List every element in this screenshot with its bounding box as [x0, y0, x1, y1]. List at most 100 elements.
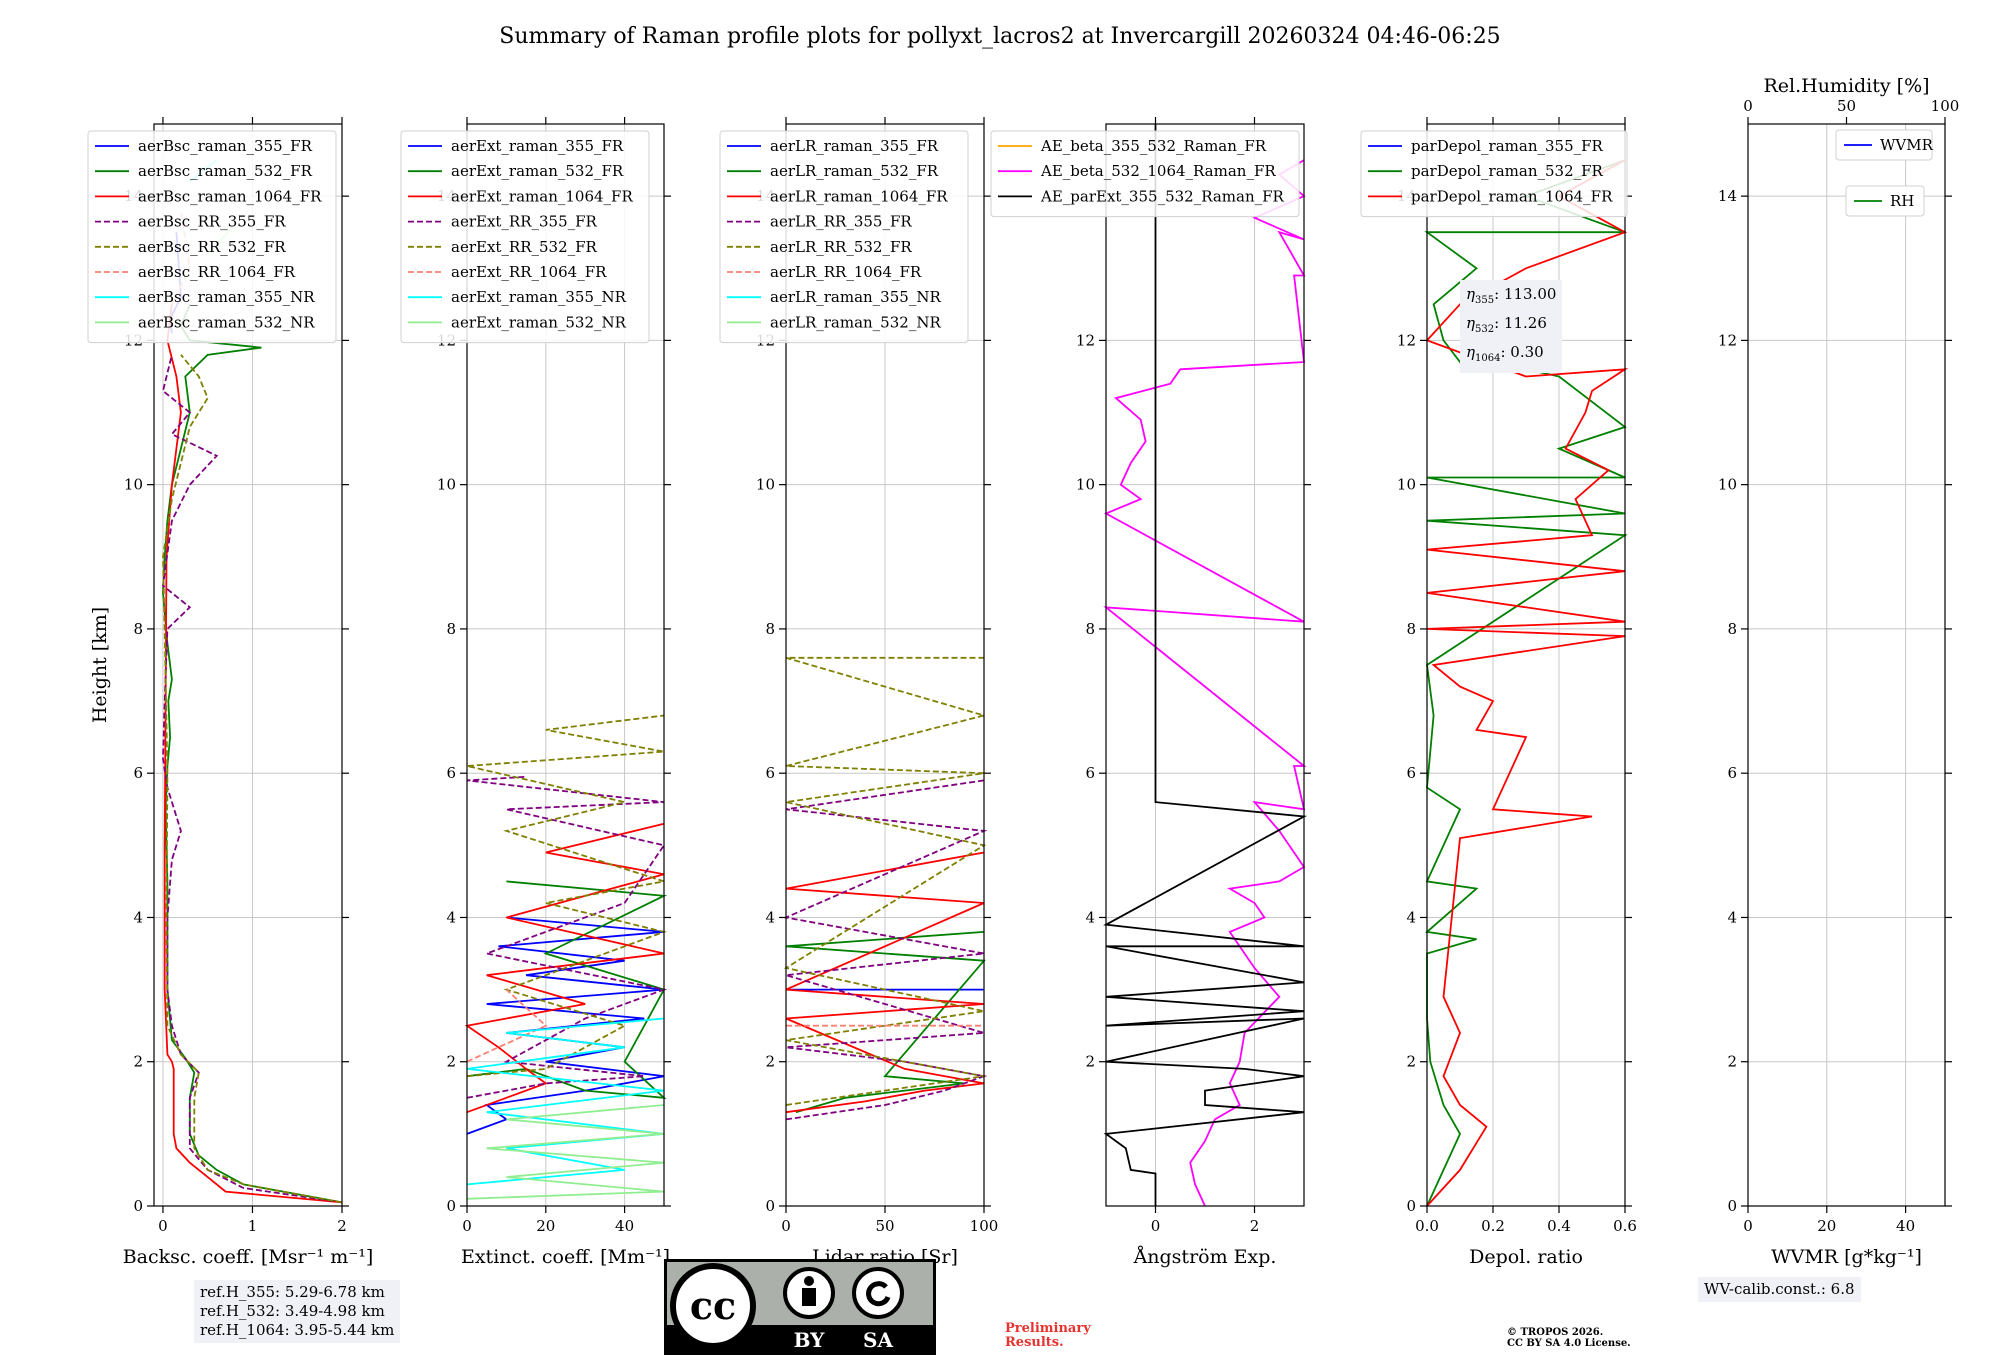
copyright-line-1: © TROPOS 2026.: [1507, 1327, 1604, 1338]
eta-355-value: : 113.00: [1494, 285, 1557, 303]
y-tick-label: 6: [1085, 764, 1095, 782]
x2-tick-label: 0: [1743, 97, 1753, 115]
series-line-AE_parExt_355_532_Raman_FR: [1103, 124, 1307, 1206]
eta-box: η355: 113.00 η532: 11.26 η1064: 0.30: [1460, 280, 1563, 373]
axes-frame: [153, 123, 343, 1207]
y-axis-label: Height [km]: [89, 607, 111, 723]
x-tick-label: 0.0: [1415, 1217, 1439, 1235]
eta-355-sub: 355: [1475, 295, 1495, 306]
legend-label: parDepol_raman_532_FR: [1411, 162, 1604, 180]
x-tick-label: 0: [1151, 1217, 1161, 1235]
y-tick-label: 0: [446, 1197, 456, 1215]
axes-frame: [1105, 123, 1305, 1207]
panel-lidarratio: 05010002468101214Lidar ratio [Sr]aerLR_r…: [719, 117, 999, 1268]
legend-label: aerExt_raman_355_FR: [451, 137, 624, 155]
x-tick-label: 0.4: [1547, 1217, 1571, 1235]
legend-label: aerBsc_raman_355_NR: [138, 288, 315, 306]
axes-frame: [1747, 123, 1946, 1207]
legend-label: aerExt_raman_532_NR: [451, 313, 627, 331]
legend-label: aerExt_RR_1064_FR: [451, 263, 607, 281]
legend-label: aerLR_raman_355_FR: [770, 137, 939, 155]
series-line-AE_beta_532_1064_Raman_FR: [1103, 159, 1307, 1207]
y-tick-label: 8: [446, 620, 456, 638]
panel-extinction: 0204002468101214Extinct. coeff. [Mm⁻¹]ae…: [400, 117, 671, 1268]
y-tick-label: 10: [756, 476, 775, 494]
y-tick-label: 12: [1397, 331, 1416, 349]
ref-height-532: ref.H_532: 3.49-4.98 km: [200, 1302, 385, 1320]
legend-label: aerExt_RR_532_FR: [451, 238, 598, 256]
legend-label: aerBsc_RR_532_FR: [138, 238, 286, 256]
x-tick-label: 20: [536, 1217, 555, 1235]
y-tick-label: 12: [1718, 331, 1737, 349]
legend-box: [87, 130, 337, 344]
eta-532-value: : 11.26: [1494, 314, 1547, 332]
legend-label: aerBsc_RR_1064_FR: [138, 263, 296, 281]
y-tick-label: 0: [133, 1197, 143, 1215]
y-tick-label: 2: [133, 1053, 143, 1071]
legend-label: AE_beta_532_1064_Raman_FR: [1040, 162, 1276, 180]
y-tick-label: 4: [765, 908, 775, 926]
copyright-note: © TROPOS 2026. CC BY SA 4.0 License.: [1507, 1327, 1631, 1349]
x-tick-label: 2: [1250, 1217, 1260, 1235]
x-axis-label: Backsc. coeff. [Msr⁻¹ m⁻¹]: [123, 1246, 374, 1268]
legend-box: [1360, 130, 1628, 218]
y-tick-label: 10: [1397, 476, 1416, 494]
x-tick-label: 0: [462, 1217, 472, 1235]
y-tick-label: 6: [1406, 764, 1416, 782]
sa-icon: [852, 1267, 904, 1319]
y-tick-label: 0: [1406, 1197, 1416, 1215]
series-line-aerBsc_raman_1064_FR: [163, 304, 343, 1204]
wv-calibration-box: WV-calib.const.: 6.8: [1698, 1277, 1861, 1302]
panel-angstrom: 0 2 2 4 6 8 10 12 Ångström Exp. AE_beta_355_532_R…: [990, 117, 1311, 1268]
x-axis-label: WVMR [g*kg⁻¹]: [1771, 1246, 1922, 1268]
series-line-aerBsc_RR_532_FR: [162, 354, 343, 1204]
x-tick-label: 0: [781, 1217, 791, 1235]
preliminary-line-1: Preliminary: [1005, 1321, 1091, 1336]
x-tick-label: 0.2: [1481, 1217, 1505, 1235]
legend-label: AE_parExt_355_532_Raman_FR: [1040, 187, 1285, 205]
y-tick-label: 6: [1727, 764, 1737, 782]
legend-box: [1845, 185, 1925, 217]
cc-by-sa-badge: cc BY SA: [664, 1259, 936, 1355]
legend-box: [1835, 129, 1933, 161]
x-tick-label: 20: [1817, 1217, 1836, 1235]
y-tick-label: 2: [1085, 1053, 1095, 1071]
legend-label: aerBsc_raman_1064_FR: [138, 187, 322, 205]
x-tick-label: 0: [158, 1217, 168, 1235]
legend-label: WVMR: [1880, 136, 1934, 154]
eta-1064-value: : 0.30: [1500, 343, 1544, 361]
y-tick-label: 4: [1727, 908, 1737, 926]
eta-1064-sub: 1064: [1475, 353, 1501, 364]
legend-box: [719, 130, 969, 344]
sa-icon-arrow: [866, 1281, 891, 1307]
legend-box: [400, 130, 650, 344]
ref-height-355: ref.H_355: 5.29-6.78 km: [200, 1283, 385, 1301]
legend-label: aerLR_raman_532_NR: [770, 313, 941, 331]
x-tick-label: 100: [970, 1217, 999, 1235]
cc-logo-text: cc: [690, 1283, 736, 1328]
legend-label: aerBsc_raman_355_FR: [138, 137, 313, 155]
y-tick-label: 4: [1085, 908, 1095, 926]
sa-label: SA: [863, 1328, 893, 1352]
legend-label: aerLR_RR_532_FR: [770, 238, 912, 256]
y-tick-label: 2: [765, 1053, 775, 1071]
series-line-aerLR_raman_532_FR: [785, 931, 986, 1114]
legend-label: aerLR_raman_532_FR: [770, 162, 939, 180]
cc-logo-icon: [670, 1263, 756, 1349]
y-tick-label: 8: [1406, 620, 1416, 638]
y-tick-label: 4: [1406, 908, 1416, 926]
series-line-aerExt_raman_532_FR: [466, 880, 668, 1099]
series-line-aerExt_raman_355_NR: [466, 1017, 665, 1186]
y-tick-label: 10: [437, 476, 456, 494]
y-tick-label: 8: [765, 620, 775, 638]
y-tick-label: 10: [1718, 476, 1737, 494]
y-tick-label: 14: [1718, 187, 1737, 205]
legend-label: parDepol_raman_355_FR: [1411, 137, 1604, 155]
legend-label: AE_beta_355_532_Raman_FR: [1040, 137, 1267, 155]
y-tick-label: 8: [1085, 620, 1095, 638]
x-tick-label: 40: [1896, 1217, 1915, 1235]
y-tick-label: 12: [1076, 331, 1095, 349]
series-line-aerExt_RR_1064_FR: [466, 988, 548, 1063]
legend-label: aerLR_RR_1064_FR: [770, 263, 922, 281]
x-tick-label: 50: [875, 1217, 894, 1235]
